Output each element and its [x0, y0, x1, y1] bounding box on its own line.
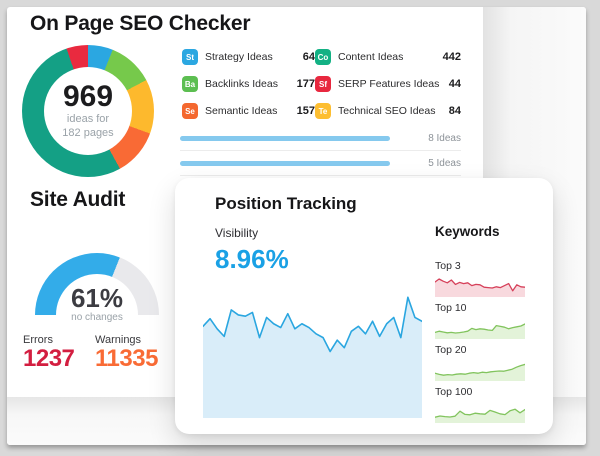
progress-bar-track — [180, 135, 416, 141]
donut-subtitle-line1: ideas for — [66, 113, 110, 125]
errors-value: 1237 — [23, 345, 75, 372]
semantic-badge-icon: Se — [182, 103, 198, 119]
idea-row-technical-seo[interactable]: Te Technical SEO Ideas 84 — [315, 103, 461, 119]
progress-bar-track — [180, 160, 416, 166]
idea-value: 442 — [442, 51, 461, 63]
idea-row-content[interactable]: Co Content Ideas 442 — [315, 49, 461, 65]
keyword-trend-label: Top 20 — [435, 344, 467, 356]
top10-sparkline-chart — [435, 323, 525, 339]
top100-sparkline-chart — [435, 408, 525, 423]
site-audit-score: 61% — [70, 283, 124, 313]
strategy-badge-icon: St — [182, 49, 198, 65]
keywords-title: Keywords — [435, 224, 500, 239]
ideas-donut-chart[interactable]: 969 ideas for 182 pages — [22, 45, 154, 177]
keyword-trend-label: Top 3 — [435, 260, 461, 272]
visibility-label: Visibility — [215, 226, 259, 240]
technical-badge-icon: Te — [315, 103, 331, 119]
donut-total-value: 969 — [62, 80, 114, 113]
idea-value: 44 — [448, 78, 461, 90]
visibility-value: 8.96% — [215, 244, 289, 274]
idea-value: 177 — [296, 78, 315, 90]
donut-ring — [22, 45, 154, 177]
keyword-trend-top3[interactable]: Top 3 — [435, 260, 525, 297]
position-tracking-card: Position Tracking Visibility 8.96% Keywo… — [175, 178, 553, 434]
idea-label: Content Ideas — [338, 51, 404, 63]
visibility-area-chart[interactable] — [203, 290, 422, 418]
site-audit-score-note: no changes — [71, 312, 123, 323]
idea-label: Semantic Ideas — [205, 105, 278, 117]
keyword-trend-label: Top 10 — [435, 302, 467, 314]
keyword-trend-label: Top 100 — [435, 386, 473, 398]
idea-label: SERP Features Ideas — [338, 78, 440, 90]
idea-value: 84 — [448, 105, 461, 117]
progress-bar-fill — [180, 135, 391, 141]
idea-row-strategy[interactable]: St Strategy Ideas 64 — [182, 49, 315, 65]
idea-label: Technical SEO Ideas — [338, 105, 436, 117]
position-tracking-title: Position Tracking — [215, 194, 357, 213]
warnings-label: Warnings — [95, 334, 142, 346]
ideas-progress-row-1[interactable]: 8 Ideas — [180, 126, 461, 151]
keywords-column: Keywords Top 3 Top 10 Top 20 Top 100 — [435, 224, 535, 423]
top20-sparkline-chart — [435, 363, 525, 381]
warnings-stat: Warnings 11335 — [95, 334, 158, 372]
progress-row-label: 5 Ideas — [428, 157, 461, 169]
keyword-trend-top20[interactable]: Top 20 — [435, 344, 525, 381]
donut-center-label: 969 ideas for 182 pages — [22, 45, 154, 177]
donut-subtitle-line2: 182 pages — [62, 127, 114, 139]
keyword-trend-top100[interactable]: Top 100 — [435, 386, 525, 423]
idea-value: 157 — [296, 105, 315, 117]
top3-sparkline-chart — [435, 278, 525, 297]
progress-row-label: 8 Ideas — [428, 132, 461, 144]
progress-bar-fill — [180, 160, 391, 166]
dashboard-canvas: On Page SEO Checker 969 ideas for 182 pa… — [7, 7, 586, 445]
idea-row-backlinks[interactable]: Ba Backlinks Ideas 177 — [182, 76, 315, 92]
idea-row-semantic[interactable]: Se Semantic Ideas 157 — [182, 103, 315, 119]
serp-badge-icon: Sf — [315, 76, 331, 92]
backlinks-badge-icon: Ba — [182, 76, 198, 92]
warnings-value: 11335 — [95, 345, 158, 372]
idea-label: Backlinks Ideas — [205, 78, 278, 90]
content-badge-icon: Co — [315, 49, 331, 65]
ideas-progress-row-2[interactable]: 5 Ideas — [180, 151, 461, 176]
site-audit-title: Site Audit — [30, 188, 126, 211]
idea-value: 64 — [302, 51, 315, 63]
seo-checker-title: On Page SEO Checker — [30, 12, 251, 35]
site-audit-gauge[interactable] — [35, 253, 159, 315]
ideas-list: St Strategy Ideas 64 Co Content Ideas 44… — [182, 49, 461, 119]
ideas-progress-list: 8 Ideas 5 Ideas — [180, 126, 461, 176]
idea-label: Strategy Ideas — [205, 51, 273, 63]
idea-row-serp-features[interactable]: Sf SERP Features Ideas 44 — [315, 76, 461, 92]
errors-stat: Errors 1237 — [23, 334, 75, 372]
errors-label: Errors — [23, 334, 53, 346]
keyword-trend-top10[interactable]: Top 10 — [435, 302, 525, 339]
